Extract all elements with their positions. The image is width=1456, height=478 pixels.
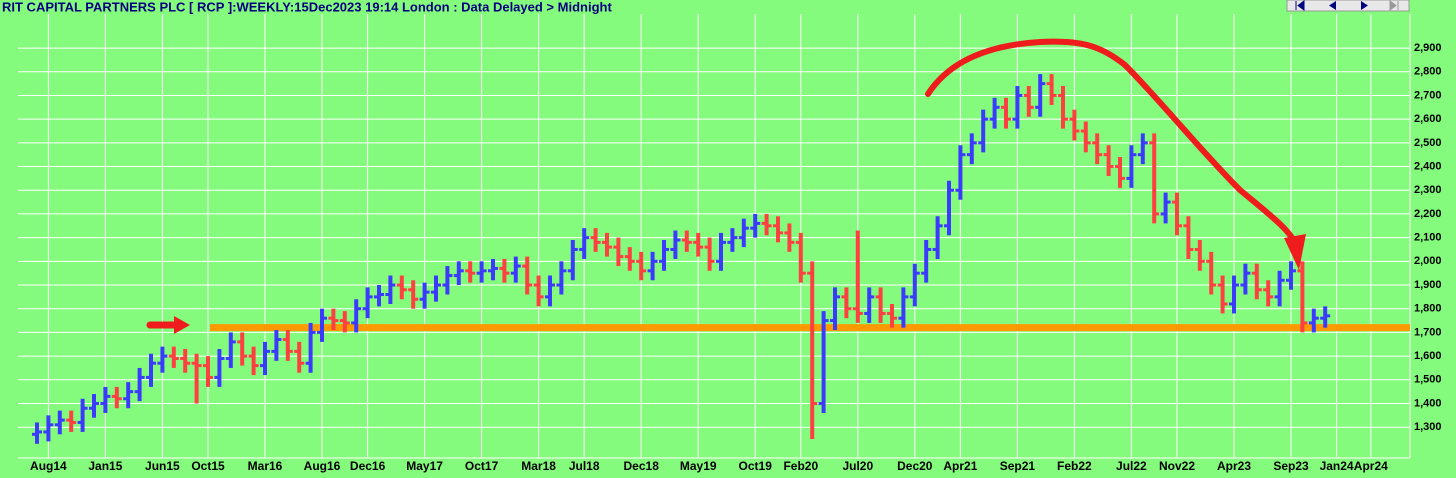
nav-first[interactable]	[1295, 0, 1305, 11]
x-tick-label: Apr24	[1354, 459, 1388, 473]
x-tick-label: Mar16	[248, 459, 283, 473]
x-tick-label: Mar18	[521, 459, 556, 473]
x-tick-label: Aug16	[304, 459, 341, 473]
y-tick-label: 2,100	[1414, 232, 1442, 244]
x-tick-label: Apr21	[943, 459, 977, 473]
y-tick-label: 1,400	[1414, 397, 1442, 409]
x-tick-label: Dec18	[624, 459, 660, 473]
x-tick-label: May19	[680, 459, 717, 473]
y-tick-label: 1,300	[1414, 421, 1442, 433]
y-tick-label: 2,900	[1414, 42, 1442, 54]
x-tick-label: Jun15	[145, 459, 180, 473]
x-tick-label: Dec20	[897, 459, 933, 473]
x-tick-label: May17	[406, 459, 443, 473]
x-tick-label: Jul20	[842, 459, 873, 473]
x-tick-label: Oct15	[191, 459, 225, 473]
y-tick-label: 2,800	[1414, 66, 1442, 78]
nav-prev[interactable]	[1329, 1, 1336, 10]
x-tick-label: Apr23	[1217, 459, 1251, 473]
x-tick-label: Jul22	[1116, 459, 1147, 473]
y-tick-label: 2,200	[1414, 208, 1442, 220]
y-tick-label: 2,300	[1414, 184, 1442, 196]
x-tick-label: Oct19	[739, 459, 773, 473]
x-tick-label: Oct17	[465, 459, 499, 473]
annotation-curve	[925, 38, 1299, 248]
x-tick-label: Aug14	[30, 459, 67, 473]
x-tick-label: Nov22	[1159, 459, 1195, 473]
annotation-arrowhead	[174, 316, 190, 334]
x-tick-label: Sep21	[1000, 459, 1036, 473]
chart-title: RIT CAPITAL PARTNERS PLC [ RCP ]:WEEKLY:…	[2, 0, 612, 14]
y-tick-label: 2,500	[1414, 137, 1442, 149]
x-tick-label: Jan24	[1320, 459, 1354, 473]
y-tick-label: 2,600	[1414, 113, 1442, 125]
y-tick-label: 1,600	[1414, 350, 1442, 362]
y-tick-label: 1,500	[1414, 374, 1442, 386]
y-tick-label: 1,800	[1414, 303, 1442, 315]
x-tick-label: Sep23	[1273, 459, 1309, 473]
x-tick-label: Jan15	[88, 459, 122, 473]
nav-next[interactable]	[1361, 1, 1368, 10]
x-tick-label: Feb20	[783, 459, 818, 473]
y-tick-label: 2,000	[1414, 255, 1442, 267]
y-tick-label: 1,700	[1414, 326, 1442, 338]
x-tick-label: Dec16	[350, 459, 386, 473]
y-tick-label: 2,700	[1414, 89, 1442, 101]
navigation-bar	[1286, 0, 1410, 12]
x-tick-label: Jul18	[569, 459, 600, 473]
annotation-arrowhead	[1284, 234, 1306, 270]
x-tick-label: Feb22	[1057, 459, 1092, 473]
nav-last[interactable]	[1389, 0, 1399, 11]
nav-background	[1286, 0, 1410, 12]
y-tick-label: 1,900	[1414, 279, 1442, 291]
y-tick-label: 2,400	[1414, 160, 1442, 172]
